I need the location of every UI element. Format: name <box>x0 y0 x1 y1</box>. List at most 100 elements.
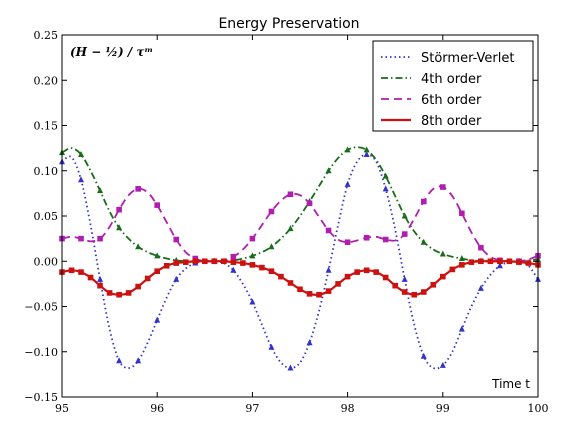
data-point-8th-order <box>97 282 103 289</box>
legend-label-st-rmer-verlet: Störmer-Verlet <box>421 51 514 66</box>
data-point-8th-order <box>202 258 208 265</box>
data-point-st-rmer-verlet <box>97 275 104 282</box>
data-point-4th-order <box>420 238 427 245</box>
data-point-st-rmer-verlet <box>382 185 389 192</box>
series-4th-order <box>59 146 541 264</box>
data-point-6th-order <box>287 191 294 198</box>
data-point-8th-order <box>392 282 398 289</box>
data-point-8th-order <box>211 258 218 265</box>
data-point-4th-order <box>268 243 275 250</box>
data-point-st-rmer-verlet <box>287 364 294 371</box>
data-point-8th-order <box>401 289 408 295</box>
data-point-6th-order <box>325 227 332 234</box>
data-point-8th-order <box>420 289 427 295</box>
data-point-st-rmer-verlet <box>78 176 85 183</box>
y-tick-label: −0.10 <box>24 346 58 359</box>
x-tick-label: 99 <box>436 402 450 415</box>
data-point-8th-order <box>411 291 418 298</box>
data-point-4th-order <box>135 243 142 250</box>
data-point-8th-order <box>221 258 227 265</box>
data-point-8th-order <box>78 269 84 275</box>
legend-label-6th-order: 6th order <box>421 93 482 108</box>
data-point-st-rmer-verlet <box>496 262 503 269</box>
data-point-8th-order <box>278 273 284 280</box>
data-point-8th-order <box>230 259 237 265</box>
data-point-8th-order <box>497 258 503 265</box>
data-point-8th-order <box>478 258 484 265</box>
data-point-6th-order <box>97 235 103 242</box>
data-point-8th-order <box>297 286 303 293</box>
data-point-4th-order <box>154 252 161 259</box>
chart-title: Energy Preservation <box>218 16 359 32</box>
data-point-st-rmer-verlet <box>306 339 313 346</box>
data-point-6th-order <box>230 253 237 260</box>
series-line-6th-order <box>61 185 539 263</box>
data-point-8th-order <box>363 267 370 274</box>
y-tick-label: 0.20 <box>34 74 59 87</box>
data-point-6th-order <box>459 210 465 217</box>
data-point-st-rmer-verlet <box>439 361 446 368</box>
data-point-st-rmer-verlet <box>154 316 161 323</box>
y-tick-label: 0.05 <box>34 210 59 223</box>
data-point-4th-order <box>249 252 256 259</box>
data-point-st-rmer-verlet <box>173 275 180 282</box>
data-point-6th-order <box>306 200 313 207</box>
data-point-8th-order <box>344 273 351 280</box>
data-point-8th-order <box>325 288 332 294</box>
data-point-8th-order <box>354 269 360 275</box>
data-point-st-rmer-verlet <box>344 180 351 187</box>
data-point-4th-order <box>287 225 294 232</box>
data-point-st-rmer-verlet <box>325 266 332 273</box>
data-point-6th-order <box>401 231 408 237</box>
data-point-8th-order <box>173 260 180 266</box>
data-point-4th-order <box>401 212 408 219</box>
data-point-6th-order <box>382 236 389 243</box>
data-point-st-rmer-verlet <box>116 357 123 364</box>
data-point-4th-order <box>78 150 85 157</box>
data-point-8th-order <box>182 259 189 265</box>
data-point-8th-order <box>268 268 275 275</box>
data-point-4th-order <box>439 250 446 257</box>
data-point-8th-order <box>68 267 75 274</box>
y-tick-label: −0.05 <box>24 301 58 314</box>
data-point-4th-order <box>325 167 332 174</box>
data-point-8th-order <box>516 259 522 265</box>
data-point-4th-order <box>363 146 370 153</box>
data-point-6th-order <box>344 239 351 246</box>
data-point-8th-order <box>135 283 141 290</box>
data-point-st-rmer-verlet <box>249 298 256 305</box>
data-point-8th-order <box>430 281 437 288</box>
legend-box <box>372 40 534 132</box>
data-point-st-rmer-verlet <box>401 275 408 282</box>
data-point-8th-order <box>249 262 256 268</box>
x-tick-label: 95 <box>55 402 69 415</box>
series-line-4th-order <box>61 146 539 263</box>
x-tick-label: 96 <box>150 402 164 415</box>
data-point-8th-order <box>316 291 322 298</box>
data-point-4th-order <box>458 255 465 262</box>
data-point-st-rmer-verlet <box>420 352 427 359</box>
data-point-8th-order <box>506 258 513 265</box>
data-point-8th-order <box>192 258 199 265</box>
plot-area <box>59 146 541 371</box>
series-8th-order <box>59 258 541 298</box>
legend: Störmer-Verlet 4th order 6th order 8th orde… <box>372 40 534 132</box>
data-point-8th-order <box>240 260 246 266</box>
data-point-8th-order <box>382 274 389 281</box>
data-point-6th-order <box>478 244 484 251</box>
data-point-8th-order <box>449 266 456 273</box>
data-point-4th-order <box>382 172 389 179</box>
data-point-st-rmer-verlet <box>268 343 275 350</box>
legend-label-4th-order: 4th order <box>421 72 482 87</box>
y-annotation: (H − ½) / τᵐ <box>70 45 153 59</box>
data-point-6th-order <box>135 186 141 192</box>
series-line-st-rmer-verlet <box>61 153 539 370</box>
data-point-8th-order <box>125 290 132 296</box>
y-tick-label: 0.00 <box>34 255 59 268</box>
data-point-6th-order <box>249 235 256 242</box>
x-tick-label: 97 <box>245 402 259 415</box>
data-point-8th-order <box>144 275 151 282</box>
y-tick-label: −0.15 <box>24 391 58 404</box>
y-tick-label: 0.10 <box>34 165 59 178</box>
